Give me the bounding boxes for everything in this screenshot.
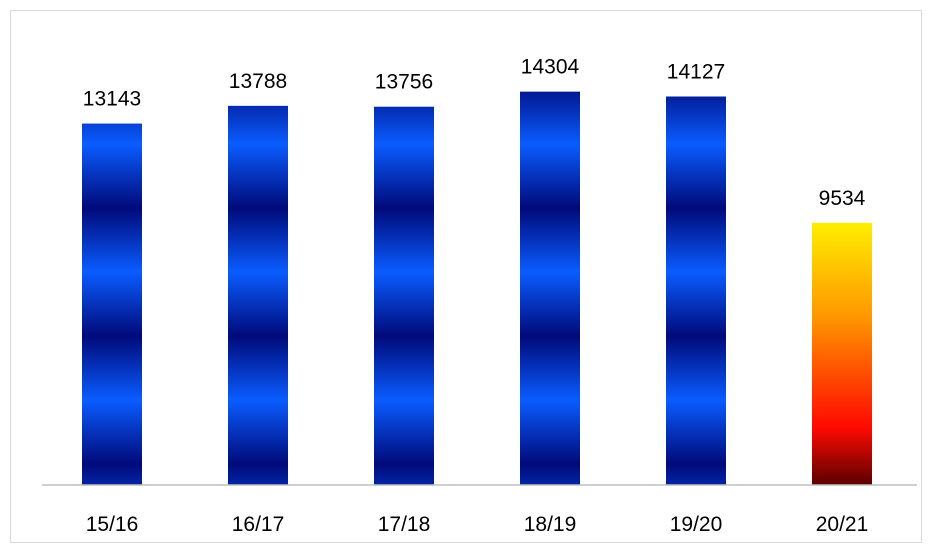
labels-layer: 13143 15/16 13788 16/17 13756 17/18 14304 18/19… <box>83 56 868 536</box>
x-tick-label-19/20: 19/20 <box>670 513 723 536</box>
data-label-15/16: 13143 <box>83 88 141 111</box>
data-label-16/17: 13788 <box>229 70 287 93</box>
x-tick-label-17/18: 17/18 <box>378 513 431 536</box>
x-tick-label-20/21: 20/21 <box>816 513 869 536</box>
data-label-17/18: 13756 <box>375 71 433 94</box>
data-label-20/21: 9534 <box>819 187 866 210</box>
bar-20/21 <box>812 222 872 485</box>
bar-17/18 <box>374 106 434 486</box>
data-label-18/19: 14304 <box>521 56 580 79</box>
x-tick-label-15/16: 15/16 <box>86 513 139 536</box>
x-tick-label-16/17: 16/17 <box>232 513 285 536</box>
bar-15/16 <box>82 123 142 485</box>
bar-19/20 <box>666 96 726 485</box>
bars-layer <box>82 91 872 486</box>
bar-18/19 <box>520 91 580 485</box>
data-label-19/20: 14127 <box>667 61 725 84</box>
chart-frame <box>10 10 922 543</box>
x-tick-label-18/19: 18/19 <box>524 513 577 536</box>
bar-16/17 <box>228 105 288 485</box>
